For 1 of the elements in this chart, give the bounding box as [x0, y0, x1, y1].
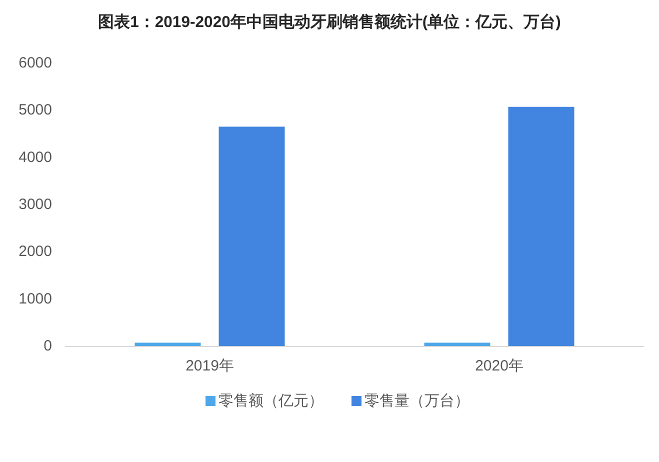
title: 图表1：2019-2020年中国电动牙刷销售额统计(单位：亿元、万台) [98, 14, 561, 31]
